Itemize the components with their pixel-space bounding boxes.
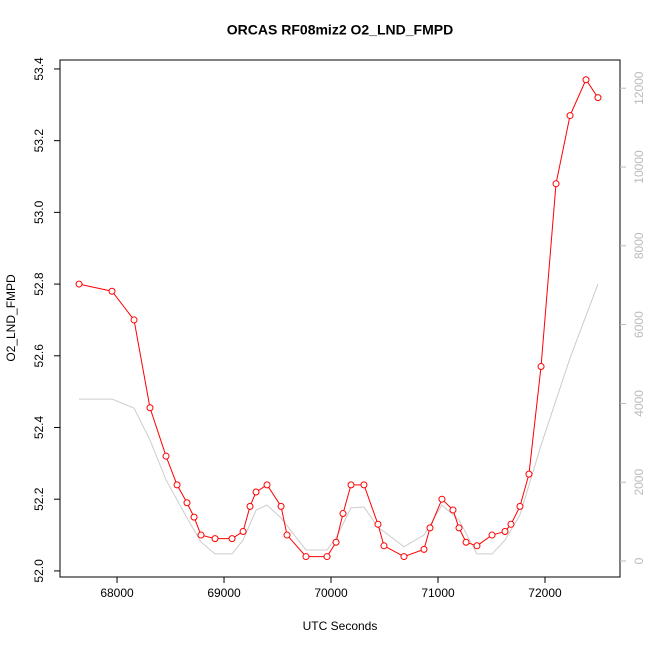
plot-frame xyxy=(59,59,621,578)
data-point xyxy=(211,535,219,543)
chart-title: ORCAS RF08miz2 O2_LND_FMPD xyxy=(227,22,453,38)
data-point xyxy=(173,481,181,489)
y-tick-label: 52.4 xyxy=(32,415,46,439)
data-point xyxy=(566,112,574,120)
y-tick-label: 52.2 xyxy=(32,487,46,511)
data-point xyxy=(347,481,355,489)
data-point xyxy=(473,542,481,550)
x-axis-label: UTC Seconds xyxy=(303,619,378,633)
data-point xyxy=(277,502,285,510)
x-tick-label: 68000 xyxy=(100,586,134,600)
data-point xyxy=(360,481,368,489)
data-point xyxy=(332,538,340,546)
data-point xyxy=(516,502,524,510)
data-point xyxy=(302,553,310,561)
data-point xyxy=(263,481,271,489)
y2-tick-label: 6000 xyxy=(632,311,646,338)
y2-tick-label: 4000 xyxy=(632,390,646,417)
series-line xyxy=(78,78,599,558)
data-point xyxy=(75,280,83,288)
data-point xyxy=(420,545,428,553)
data-point xyxy=(323,553,331,561)
data-point xyxy=(552,180,560,188)
y2-tick-label: 10000 xyxy=(632,150,646,184)
y2-tick-label: 8000 xyxy=(632,232,646,259)
data-point xyxy=(252,488,260,496)
data-point xyxy=(374,520,382,528)
y-tick-label: 53.4 xyxy=(32,57,46,81)
data-point xyxy=(146,404,154,412)
y2-tick-label: 12000 xyxy=(632,71,646,105)
data-point xyxy=(339,510,347,518)
data-point xyxy=(501,527,509,535)
data-point xyxy=(246,502,254,510)
data-point xyxy=(426,524,434,532)
y-tick-label: 52.0 xyxy=(32,559,46,583)
data-point xyxy=(380,542,388,550)
data-point xyxy=(488,531,496,539)
x-tick-label: 69000 xyxy=(207,586,241,600)
x-tick-label: 72000 xyxy=(528,586,562,600)
x-tick-label: 71000 xyxy=(421,586,455,600)
data-point xyxy=(594,94,602,102)
data-point xyxy=(537,363,545,371)
data-point xyxy=(582,76,590,84)
data-point xyxy=(239,527,247,535)
data-point xyxy=(525,470,533,478)
y2-tick-label: 2000 xyxy=(632,469,646,496)
data-point xyxy=(108,287,116,295)
data-point xyxy=(400,553,408,561)
y-tick-label: 52.8 xyxy=(32,272,46,296)
data-point xyxy=(130,316,138,324)
data-point xyxy=(438,495,446,503)
data-point xyxy=(462,538,470,546)
y-axis-label: O2_LND_FMPD xyxy=(4,274,18,362)
y-tick-label: 53.2 xyxy=(32,129,46,153)
data-point xyxy=(228,535,236,543)
data-point xyxy=(449,506,457,514)
data-point xyxy=(507,520,515,528)
data-point xyxy=(183,499,191,507)
data-point xyxy=(283,531,291,539)
y-tick-label: 53.0 xyxy=(32,200,46,224)
data-point xyxy=(190,513,198,521)
data-point xyxy=(162,452,170,460)
data-point xyxy=(455,524,463,532)
data-point xyxy=(197,531,205,539)
y-tick-label: 52.6 xyxy=(32,344,46,368)
y2-tick-label: 0 xyxy=(632,557,646,564)
x-tick-label: 70000 xyxy=(314,586,348,600)
series-line xyxy=(79,283,599,555)
